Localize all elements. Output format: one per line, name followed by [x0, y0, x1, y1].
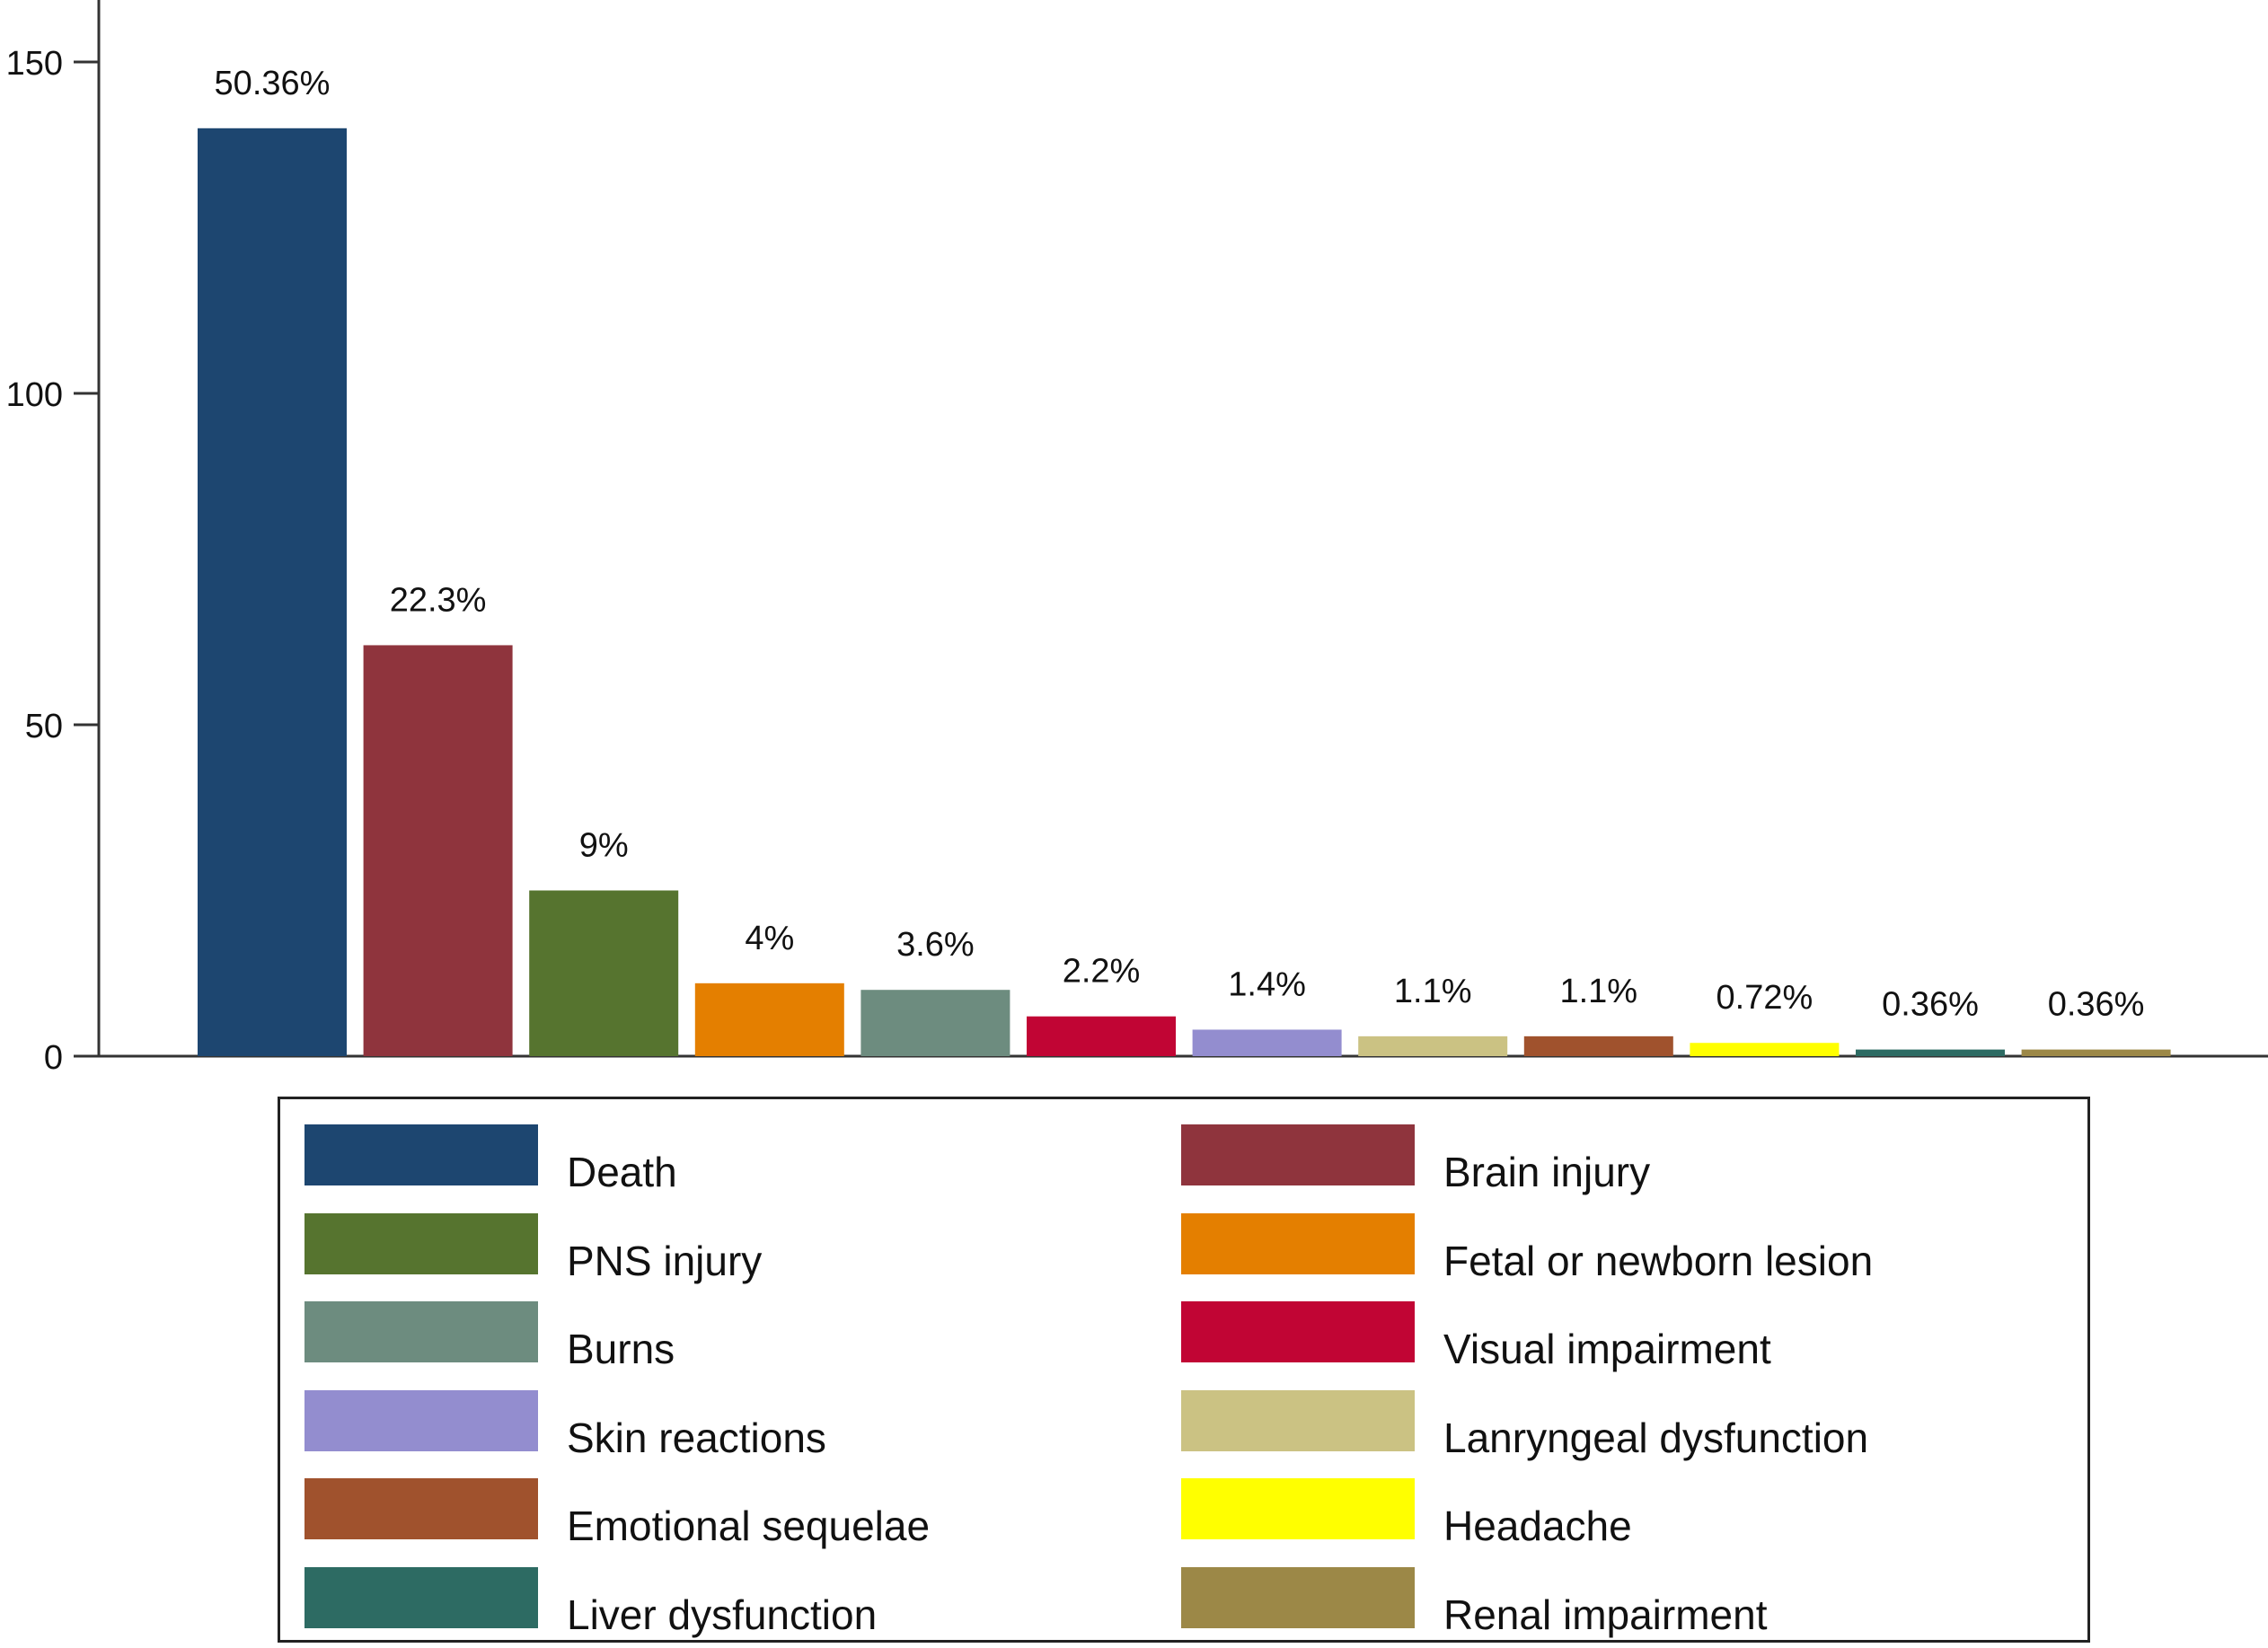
bar-skin-reactions: [1192, 1029, 1342, 1056]
data-label: 22.3%: [390, 581, 487, 619]
legend-label: Death: [567, 1149, 677, 1195]
y-tick-label: 0: [44, 1039, 63, 1077]
y-tick-label: 150: [6, 45, 63, 83]
data-label: 0.72%: [1716, 979, 1814, 1017]
legend-label: Liver dysfunction: [567, 1591, 878, 1638]
legend-swatch: [1181, 1389, 1415, 1451]
bar-headache: [1690, 1043, 1840, 1056]
bar-liver-dysfunction: [1856, 1049, 2005, 1056]
legend-swatch: [304, 1124, 538, 1185]
bar-renal-impairment: [2021, 1049, 2171, 1056]
legend-item: Lanryngeal dysfunction: [1181, 1388, 1868, 1459]
data-label: 3.6%: [896, 926, 975, 964]
data-label: 50.36%: [215, 65, 331, 102]
legend-swatch: [304, 1301, 538, 1362]
bar-death: [198, 128, 347, 1056]
data-label: 1.1%: [1559, 973, 1637, 1010]
y-tick-label: 50: [25, 708, 63, 745]
bar-lanryngeal-dysfunction: [1358, 1036, 1508, 1056]
legend-swatch: [1181, 1212, 1415, 1274]
bar-visual-impairment: [1027, 1016, 1176, 1056]
legend-swatch: [1181, 1478, 1415, 1539]
data-label: 1.1%: [1394, 973, 1472, 1010]
legend-label: Lanryngeal dysfunction: [1443, 1414, 1869, 1461]
legend-swatch: [304, 1478, 538, 1539]
data-label: 4%: [745, 920, 794, 957]
legend-item: Liver dysfunction: [304, 1565, 877, 1635]
legend-item: Death: [304, 1123, 677, 1193]
bar-pns-injury: [529, 890, 679, 1056]
legend-swatch: [304, 1212, 538, 1274]
legend-item: Burns: [304, 1300, 675, 1370]
legend-item: Visual impairment: [1181, 1300, 1771, 1370]
data-label: 9%: [579, 827, 629, 865]
legend-item: Skin reactions: [304, 1388, 826, 1459]
legend: Death Brain injury PNS injury Fetal or newb…: [278, 1097, 2090, 1643]
legend-item: PNS injury: [304, 1212, 762, 1282]
legend-item: Headache: [1181, 1476, 1632, 1547]
legend-swatch: [1181, 1301, 1415, 1362]
data-labels: 50.36% 22.3% 9% 4% 3.6% 2.2% 1.4% 1.1% 1.1% 0.72%…: [215, 65, 2145, 1024]
legend-label: Fetal or newborn lesion: [1443, 1237, 1874, 1284]
bar-emotional-sequelae: [1523, 1036, 1673, 1056]
legend-label: Emotional sequelae: [567, 1503, 931, 1549]
y-tick-label: 100: [6, 376, 63, 414]
bar-brain-injury: [363, 645, 513, 1056]
legend-label: Visual impairment: [1443, 1326, 1771, 1372]
legend-swatch: [304, 1566, 538, 1628]
legend-label: Brain injury: [1443, 1149, 1651, 1195]
legend-label: Burns: [567, 1326, 675, 1372]
legend-swatch: [1181, 1566, 1415, 1628]
bar-chart: 0 50 100 150 50.36% 22.3% 9% 4% 3.6% 2.2% 1.4% 1.1…: [6, 0, 2268, 1077]
legend-item: Brain injury: [1181, 1123, 1650, 1193]
data-label: 0.36%: [1882, 986, 1979, 1024]
bar-fetal-or-newborn-lesion: [694, 983, 844, 1056]
legend-swatch: [304, 1389, 538, 1451]
data-label: 2.2%: [1063, 953, 1141, 991]
legend-swatch: [1181, 1124, 1415, 1185]
legend-item: Renal impairment: [1181, 1565, 1767, 1635]
legend-item: Fetal or newborn lesion: [1181, 1212, 1873, 1282]
legend-item: Emotional sequelae: [304, 1476, 930, 1547]
legend-label: Skin reactions: [567, 1414, 826, 1461]
bar-burns: [860, 990, 1010, 1056]
legend-label: PNS injury: [567, 1237, 763, 1284]
bars: [198, 128, 2171, 1056]
legend-label: Headache: [1443, 1503, 1632, 1549]
data-label: 0.36%: [2048, 986, 2145, 1024]
data-label: 1.4%: [1228, 965, 1306, 1003]
legend-label: Renal impairment: [1443, 1591, 1768, 1638]
